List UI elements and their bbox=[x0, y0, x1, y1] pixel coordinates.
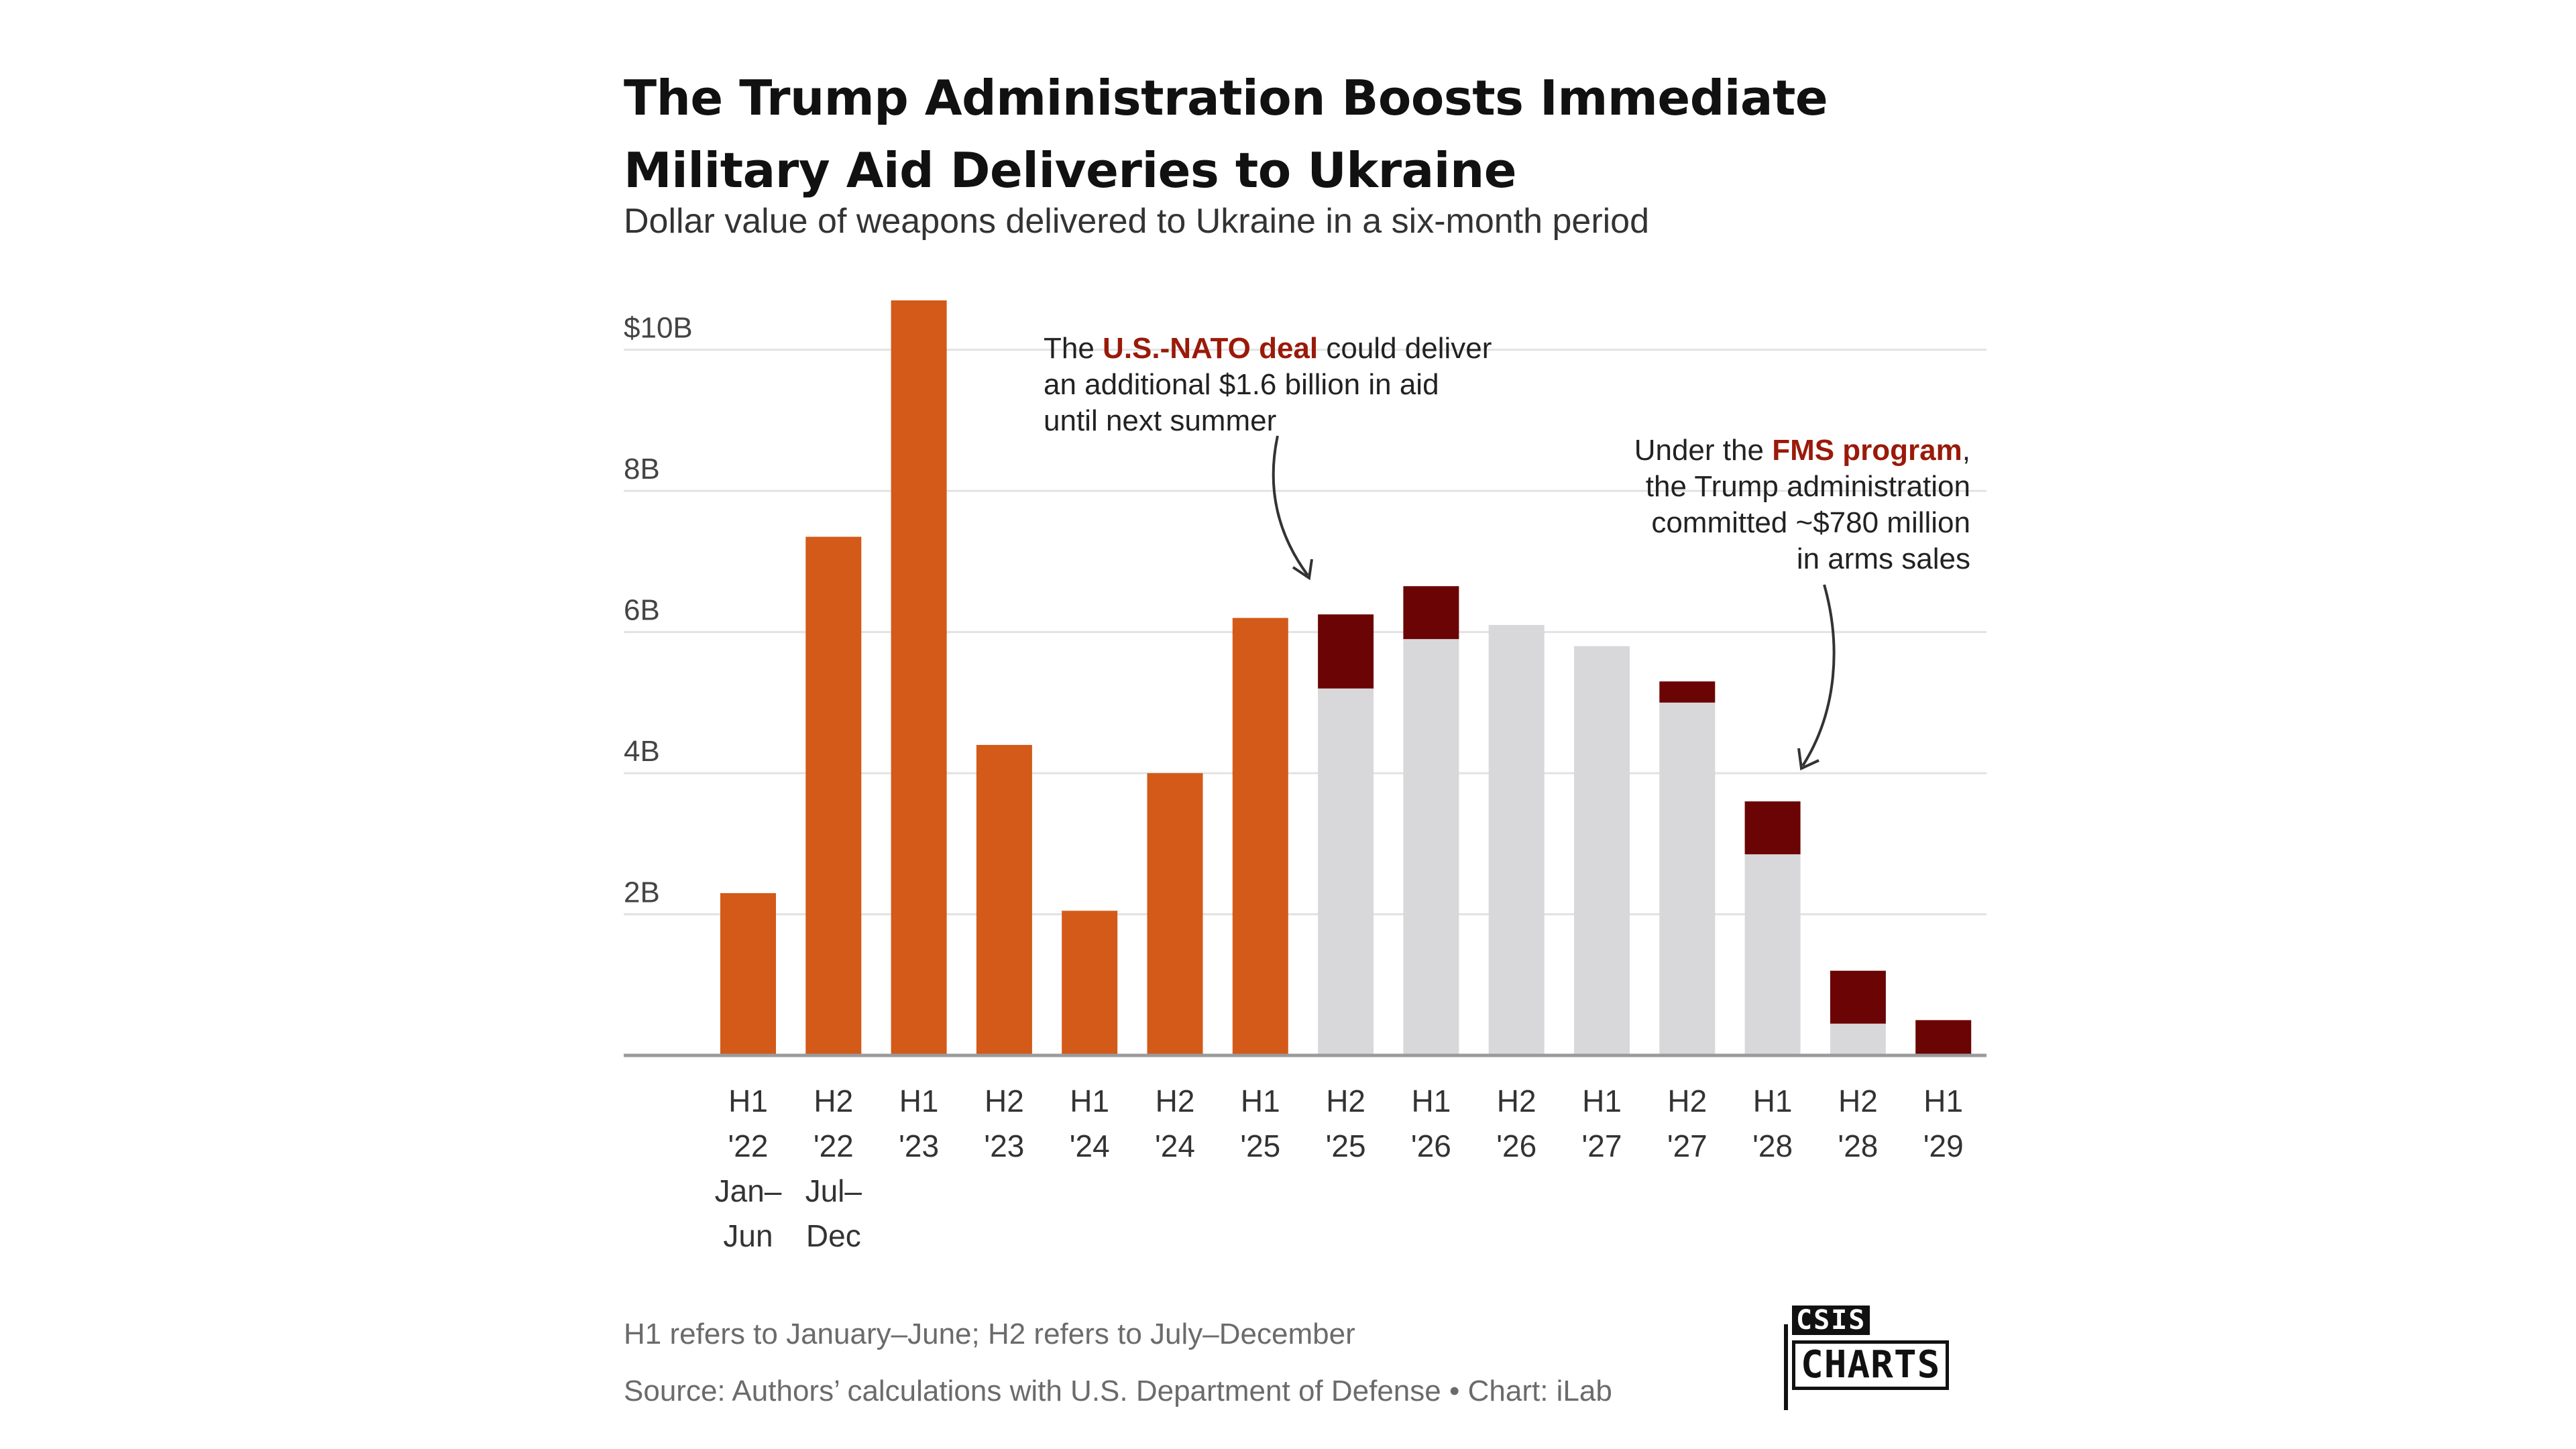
y-tick-label: 4B bbox=[624, 735, 660, 768]
x-tick-label: '22 bbox=[814, 1128, 854, 1163]
x-tick-label: '27 bbox=[1582, 1128, 1622, 1163]
logo-word: CHARTS bbox=[1792, 1340, 1950, 1390]
annotation-arrowhead-nato bbox=[1292, 559, 1313, 581]
x-tick-label: H1 bbox=[1241, 1084, 1280, 1118]
x-tick-label: Jun bbox=[723, 1218, 773, 1253]
x-tick-label: Jul– bbox=[805, 1173, 862, 1208]
x-tick-label: '28 bbox=[1838, 1128, 1878, 1163]
x-tick-label: '24 bbox=[1070, 1128, 1110, 1163]
annotation-text: could deliver bbox=[1318, 332, 1492, 365]
y-tick-label: 6B bbox=[624, 594, 660, 627]
annotation-highlight: FMS program bbox=[1772, 434, 1962, 467]
bar-segment bbox=[1574, 646, 1630, 1055]
bar-segment bbox=[976, 744, 1032, 1055]
logo-rule bbox=[1784, 1324, 1788, 1410]
bar-segment bbox=[1403, 586, 1459, 640]
x-tick-label: Dec bbox=[806, 1218, 861, 1253]
annotation-text: Under the bbox=[1634, 434, 1772, 467]
y-tick-label: $10B bbox=[624, 312, 693, 345]
x-tick-label: H2 bbox=[1497, 1084, 1536, 1118]
y-tick-label: 8B bbox=[624, 453, 660, 485]
annotation-line: an additional $1.6 billion in aid bbox=[1044, 368, 1439, 401]
bar-segment bbox=[1659, 681, 1716, 703]
logo-brand: CSIS bbox=[1792, 1306, 1870, 1335]
x-tick-label: H1 bbox=[899, 1084, 939, 1118]
bar-segment bbox=[1830, 1023, 1886, 1055]
x-tick-label: H1 bbox=[1923, 1084, 1963, 1118]
csis-charts-logo: CSIS CHARTS bbox=[1777, 1304, 1999, 1418]
annotation-text: The bbox=[1044, 332, 1103, 365]
annotation-arrow-fms bbox=[1801, 584, 1836, 767]
annotation-line: the Trump administration bbox=[1646, 470, 1970, 503]
x-tick-label: H2 bbox=[985, 1084, 1024, 1118]
x-tick-label: '28 bbox=[1752, 1128, 1793, 1163]
x-tick-label: '22 bbox=[728, 1128, 769, 1163]
bar-segment bbox=[1062, 911, 1118, 1055]
bar-segment bbox=[1659, 702, 1716, 1055]
annotation-text: in arms sales bbox=[1797, 542, 1970, 575]
x-tick-label: H1 bbox=[1411, 1084, 1451, 1118]
x-tick-label: H1 bbox=[1753, 1084, 1793, 1118]
x-tick-label: H2 bbox=[1838, 1084, 1878, 1118]
x-tick-label: H2 bbox=[1156, 1084, 1195, 1118]
bar-segment bbox=[720, 892, 776, 1055]
bar-segment bbox=[891, 300, 947, 1055]
bar-segment bbox=[1830, 970, 1886, 1024]
x-tick-label: H2 bbox=[1667, 1084, 1707, 1118]
annotation-line: committed ~$780 million bbox=[1651, 506, 1970, 539]
annotation-text: an additional $1.6 billion in aid bbox=[1044, 368, 1439, 401]
annotation-line: in arms sales bbox=[1797, 542, 1970, 575]
x-tick-label: '25 bbox=[1326, 1128, 1366, 1163]
bar-segment bbox=[1147, 773, 1203, 1055]
chart-subtitle: Dollar value of weapons delivered to Ukr… bbox=[624, 202, 1650, 241]
annotation-arrow-nato bbox=[1272, 435, 1309, 577]
bar-segment bbox=[1232, 618, 1288, 1055]
annotation-text: , bbox=[1962, 434, 1970, 467]
annotation-line: The U.S.-NATO deal could deliver bbox=[1044, 332, 1492, 365]
x-tick-label: '25 bbox=[1240, 1128, 1280, 1163]
bar-segment bbox=[1488, 625, 1545, 1055]
y-axis-labels: 2B 4B 6B 8B $10B bbox=[624, 312, 693, 909]
x-axis-labels: H1 '22 Jan– Jun H2 '22 Jul– Dec H1 '23 H2 '23 H1 '24 H… bbox=[715, 1084, 1964, 1253]
bar-segment bbox=[1403, 639, 1459, 1055]
annotation-line: Under the FMS program, bbox=[1634, 434, 1970, 467]
annotation-text: the Trump administration bbox=[1646, 470, 1970, 503]
x-tick-label: '23 bbox=[899, 1128, 939, 1163]
annotation-text: committed ~$780 million bbox=[1651, 506, 1970, 539]
x-tick-label: Jan– bbox=[715, 1173, 782, 1208]
footnote: H1 refers to January–June; H2 refers to … bbox=[624, 1318, 1355, 1350]
x-tick-label: H1 bbox=[728, 1084, 768, 1118]
x-tick-label: H1 bbox=[1070, 1084, 1109, 1118]
x-tick-label: '29 bbox=[1923, 1128, 1964, 1163]
annotation-highlight: U.S.-NATO deal bbox=[1103, 332, 1318, 365]
x-tick-label: '26 bbox=[1496, 1128, 1536, 1163]
bar-segment bbox=[1318, 688, 1374, 1055]
bars bbox=[720, 300, 1972, 1055]
bar-segment bbox=[1744, 854, 1801, 1055]
x-tick-label: '27 bbox=[1667, 1128, 1707, 1163]
source-credit: Source: Authors’ calculations with U.S. … bbox=[624, 1375, 1612, 1407]
x-tick-label: '24 bbox=[1155, 1128, 1195, 1163]
x-tick-label: H2 bbox=[1326, 1084, 1365, 1118]
bar-segment bbox=[1318, 614, 1374, 689]
x-tick-label: '23 bbox=[984, 1128, 1024, 1163]
bar-segment bbox=[1915, 1020, 1972, 1055]
bar-segment bbox=[1744, 801, 1801, 855]
x-tick-label: '26 bbox=[1411, 1128, 1451, 1163]
annotation-arrowhead-fms bbox=[1797, 748, 1819, 770]
y-tick-label: 2B bbox=[624, 876, 660, 909]
bar-segment bbox=[805, 536, 862, 1055]
annotation-text: until next summer bbox=[1044, 404, 1276, 437]
chart-title: The Trump Administration Boosts Immediat… bbox=[624, 70, 1828, 198]
x-tick-label: H2 bbox=[814, 1084, 853, 1118]
x-tick-label: H1 bbox=[1582, 1084, 1622, 1118]
annotation-line: until next summer bbox=[1044, 404, 1276, 437]
